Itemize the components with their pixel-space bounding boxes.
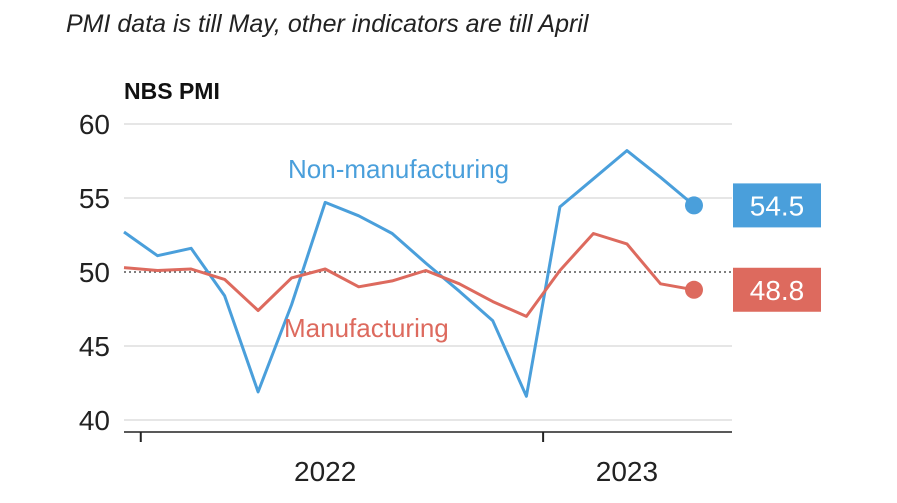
x-tick-label-2023: 2023	[596, 456, 658, 487]
x-tick-label-2022: 2022	[294, 456, 356, 487]
gridlines	[124, 123, 732, 421]
y-axis-ticks: 40 45 50 55 60	[79, 109, 110, 436]
manufacturing-end-marker	[685, 280, 703, 299]
y-axis-title: NBS PMI	[124, 78, 220, 104]
non_manufacturing-value-label: 54.5	[750, 190, 805, 221]
chart-subtitle: PMI data is till May, other indicators a…	[66, 10, 589, 38]
non_manufacturing-end-marker	[685, 196, 703, 215]
manufacturing-value-label: 48.8	[750, 275, 805, 306]
series-labels: 54.5 Non-manufacturing 48.8 Manufacturing	[284, 154, 821, 343]
manufacturing-value-badge	[733, 267, 821, 312]
y-tick-label-50: 50	[79, 257, 110, 288]
non_manufacturing-value-badge	[733, 183, 821, 228]
x-axis: 2022 2023	[124, 431, 732, 487]
manufacturing-line	[123, 232, 695, 318]
manufacturing-series-label: Manufacturing	[284, 313, 449, 343]
series-lines	[123, 149, 703, 398]
y-tick-label-55: 55	[79, 183, 110, 214]
y-tick-label-60: 60	[79, 109, 110, 140]
non_manufacturing-series-label: Non-manufacturing	[288, 154, 509, 184]
y-tick-label-40: 40	[79, 405, 110, 436]
y-tick-label-45: 45	[79, 331, 110, 362]
non_manufacturing-line	[123, 149, 695, 398]
